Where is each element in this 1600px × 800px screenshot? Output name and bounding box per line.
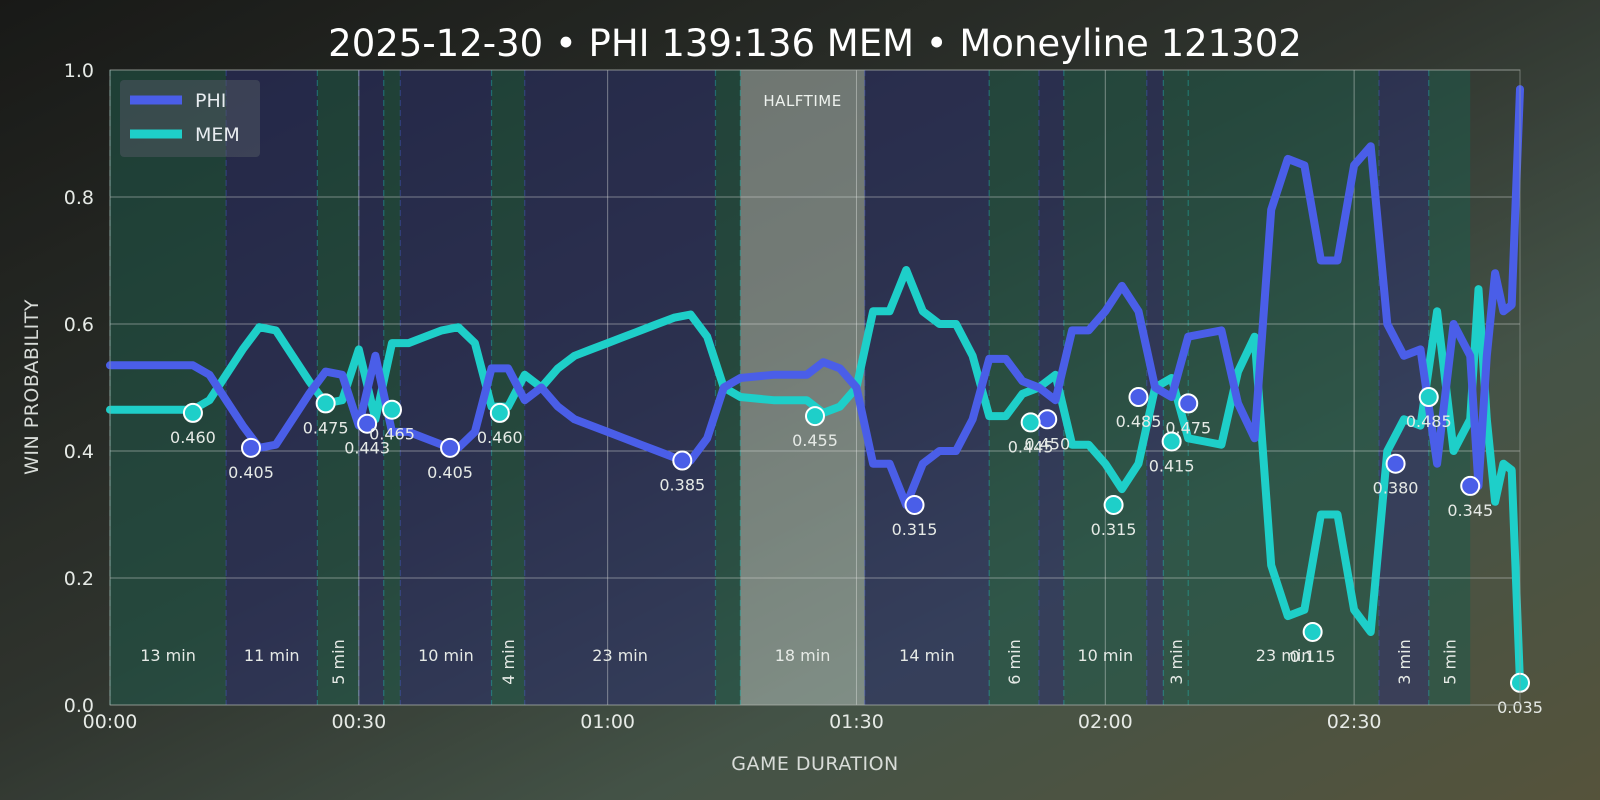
y-axis-label: WIN PROBABILITY: [21, 299, 43, 475]
annotation-value-label: 0.485: [1406, 412, 1452, 431]
period-band: [864, 70, 990, 705]
period-band: [1063, 70, 1147, 705]
x-tick-label: 02:00: [1078, 711, 1133, 733]
annotation-marker-mem: [1020, 412, 1041, 433]
annotation-value-label: 0.455: [792, 431, 838, 450]
legend-label-phi: PHI: [195, 90, 226, 112]
annotation-marker-phi: [1178, 393, 1199, 414]
period-band: [1379, 70, 1429, 705]
x-tick-label: 00:30: [331, 711, 386, 733]
annotation-value-label: 0.475: [303, 418, 349, 437]
annotation-marker-mem: [1161, 431, 1182, 452]
annotation-value-label: 0.315: [1091, 520, 1137, 539]
annotation-value-label: 0.485: [1116, 412, 1162, 431]
period-band: [740, 70, 865, 705]
annotation-value-label: 0.465: [369, 425, 415, 444]
legend: PHI MEM: [120, 80, 260, 157]
annotation-marker-phi: [1128, 387, 1149, 408]
x-tick-label: 00:00: [83, 711, 138, 733]
period-duration-label: 14 min: [899, 646, 955, 665]
plot-frame: [109, 69, 1521, 706]
annotation-marker-phi: [357, 413, 378, 434]
period-duration-label: 18 min: [775, 646, 831, 665]
y-tick-label: 0.8: [64, 187, 94, 209]
period-band: [383, 70, 401, 705]
series-line-mem: [106, 266, 1524, 687]
period-duration-label: 3 min: [1167, 639, 1186, 684]
annotation-marker-mem: [182, 402, 203, 423]
y-tick-label: 1.0: [64, 60, 94, 82]
period-band: [400, 70, 492, 705]
annotation-value-label: 0.460: [477, 428, 523, 447]
annotation-marker-phi: [904, 494, 925, 515]
chart-title: 2025-12-30 • PHI 139:136 MEM • Moneyline…: [328, 22, 1302, 65]
period-labels: 13 min 11 min 5 min 10 min 4 min 23 min 18 min…: [140, 639, 1459, 684]
period-band: [524, 70, 716, 705]
y-tick-label: 0.6: [64, 314, 94, 336]
period-duration-label: 11 min: [244, 646, 300, 665]
annotation-marker-phi: [1385, 453, 1406, 474]
annotation-marker-mem: [805, 406, 825, 427]
axes: 00:00 00:30 01:00 01:30 02:00 02:30 0.0 0.2 0.4…: [21, 60, 1382, 775]
x-tick-label: 02:30: [1327, 711, 1382, 733]
period-duration-label: 10 min: [1077, 646, 1133, 665]
annotation-marker-phi: [440, 437, 461, 458]
plot-area: HALFTIME 13 min 11 min 5 min 10 min 4 min 23 …: [106, 69, 1543, 717]
annotation-value-label: 0.405: [427, 463, 473, 482]
annotation-value-label: 0.475: [1165, 418, 1211, 437]
y-tick-label: 0.2: [64, 568, 94, 590]
period-band: [317, 70, 359, 705]
x-axis-label: GAME DURATION: [731, 753, 899, 775]
annotation-marker-mem: [1103, 494, 1124, 515]
annotation-marker-phi: [672, 450, 693, 471]
annotation-value-label: 0.405: [228, 463, 274, 482]
annotation-marker-mem: [382, 399, 402, 420]
period-band: [226, 70, 318, 705]
annotation-value-label: 0.315: [892, 520, 938, 539]
period-duration-label: 10 min: [418, 646, 474, 665]
period-duration-label: 4 min: [499, 639, 518, 684]
x-tick-label: 01:00: [580, 711, 635, 733]
period-duration-label: 23 min: [1256, 646, 1312, 665]
legend-label-mem: MEM: [195, 124, 240, 146]
period-duration-label: 6 min: [1005, 639, 1024, 684]
annotation-marker-phi: [241, 437, 261, 458]
y-axis-ticks: 0.0 0.2 0.4 0.6 0.8 1.0: [64, 60, 94, 717]
halftime-label: HALFTIME: [763, 92, 841, 110]
period-bands: HALFTIME: [109, 70, 1471, 705]
period-duration-label: 5 min: [329, 639, 348, 684]
annotation-marker-phi: [1037, 409, 1058, 430]
annotation-value-label: 0.035: [1497, 698, 1543, 717]
period-duration-label: 23 min: [592, 646, 648, 665]
annotation-marker-mem: [1302, 621, 1323, 642]
y-tick-label: 0.4: [64, 441, 94, 463]
annotation-value-label: 0.415: [1149, 456, 1195, 475]
y-tick-label: 0.0: [64, 695, 94, 717]
period-band: [110, 70, 227, 705]
annotation-marker-mem: [1418, 387, 1439, 408]
period-duration-label: 13 min: [140, 646, 196, 665]
annotation-value-label: 0.450: [1024, 434, 1070, 453]
annotation-value-label: 0.445: [1008, 437, 1054, 456]
annotation-value-label: 0.443: [344, 439, 390, 458]
annotation-value-label: 0.385: [659, 476, 705, 495]
annotation-marker-phi: [1460, 475, 1481, 496]
annotation-value-label: 0.115: [1290, 647, 1336, 666]
annotation-marker-mem: [315, 393, 336, 414]
period-duration-label: 5 min: [1441, 639, 1460, 684]
x-tick-label: 01:30: [829, 711, 884, 733]
annotation-value-label: 0.460: [170, 428, 216, 447]
x-axis-ticks: 00:00 00:30 01:00 01:30 02:00 02:30: [83, 711, 1382, 733]
annotation-marker-mem: [489, 402, 510, 423]
period-duration-label: 3 min: [1395, 639, 1414, 684]
annotation-value-label: 0.380: [1373, 479, 1419, 498]
annotation-value-label: 0.345: [1447, 501, 1493, 520]
